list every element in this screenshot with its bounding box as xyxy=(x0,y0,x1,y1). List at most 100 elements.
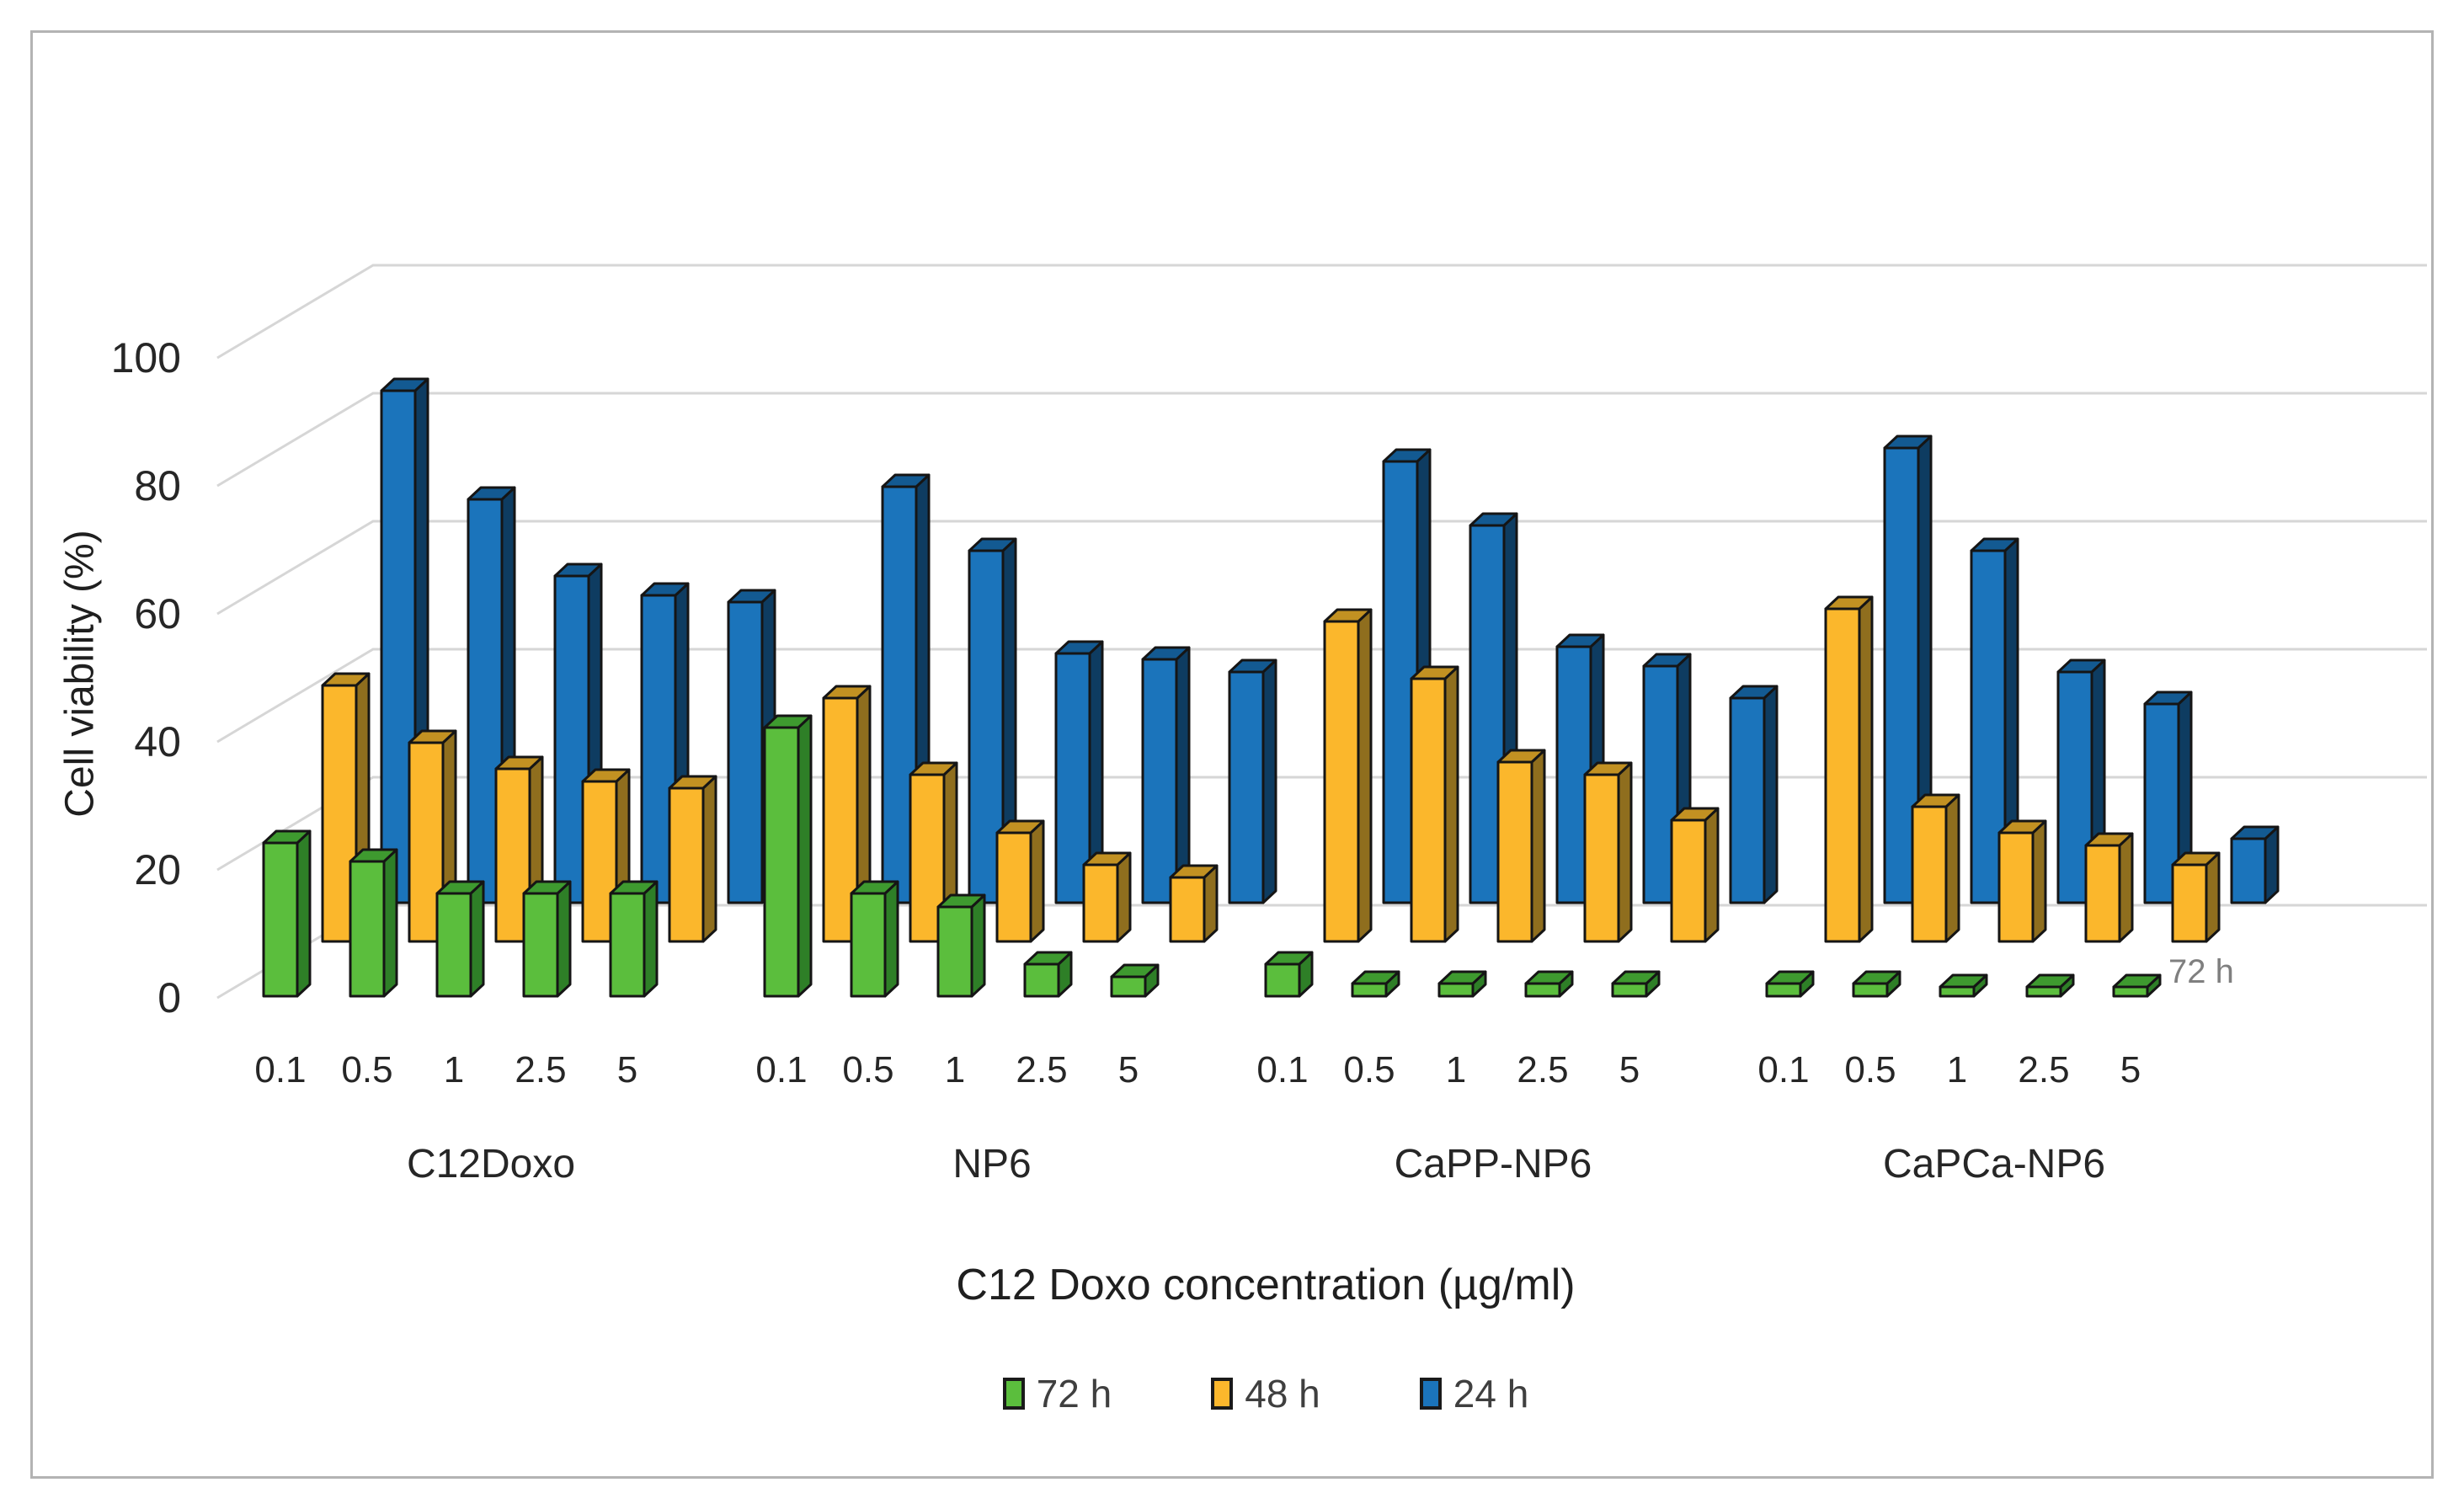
bar-24h xyxy=(1228,670,1265,904)
bar-72h xyxy=(1264,962,1301,998)
bar-48h-side xyxy=(1858,595,1874,943)
bar-48h xyxy=(1323,620,1360,943)
x-tick-label: 1 xyxy=(444,1049,464,1090)
bar-72h xyxy=(2112,985,2149,998)
y-tick-label: 60 xyxy=(134,590,181,637)
bar-48h xyxy=(1082,863,1119,943)
bar-72h xyxy=(1939,985,1976,998)
bar-72h xyxy=(850,892,887,998)
legend-swatch-72h-icon xyxy=(1002,1378,1025,1410)
bar-24h xyxy=(968,549,1005,904)
bar-48h xyxy=(1670,818,1707,943)
x-axis-title: C12 Doxo concentration (µg/ml) xyxy=(956,1261,1576,1309)
x-tick-label: 5 xyxy=(2120,1049,2141,1090)
legend-label-48h: 48 h xyxy=(1245,1372,1320,1416)
bar-72h xyxy=(522,892,559,998)
x-tick-label: 2.5 xyxy=(2018,1049,2069,1090)
bar-72h xyxy=(936,905,973,998)
bar-72h-side xyxy=(883,880,899,998)
bar-48h-side xyxy=(2031,819,2047,943)
bar-24h-side xyxy=(1763,685,1779,904)
bar-72h-side xyxy=(469,880,485,998)
bar-72h-side xyxy=(382,848,398,998)
bar-72h-side xyxy=(970,893,986,998)
x-tick-label: 0.5 xyxy=(1844,1049,1896,1090)
x-tick-label: 0.1 xyxy=(1256,1049,1308,1090)
bar-72h-side xyxy=(556,880,572,998)
group-label: CaPP-NP6 xyxy=(1395,1142,1592,1186)
group-label: CaPCa-NP6 xyxy=(1883,1142,2105,1186)
bar-72h xyxy=(262,841,299,998)
group-label: NP6 xyxy=(952,1142,1031,1186)
bar-72h xyxy=(1611,982,1648,998)
y-tick-label: 40 xyxy=(134,718,181,765)
bar-72h xyxy=(1765,982,1802,998)
bar-48h xyxy=(1583,773,1620,943)
bar-48h xyxy=(1496,760,1533,943)
bar-24h xyxy=(1054,652,1091,904)
bar-24h xyxy=(2230,837,2267,904)
legend-swatch-24h-icon xyxy=(1419,1378,1442,1410)
bar-48h xyxy=(1911,805,1948,943)
y-tick-label: 80 xyxy=(134,462,181,509)
bar-72h xyxy=(349,860,386,998)
x-tick-label: 1 xyxy=(1947,1049,1967,1090)
bar-72h xyxy=(1437,982,1475,998)
bar-48h xyxy=(995,831,1032,943)
bar-72h xyxy=(1524,982,1561,998)
bar-48h-side xyxy=(1116,851,1132,943)
legend-item-72h: 72 h xyxy=(1002,1371,1112,1416)
x-tick-label: 5 xyxy=(1619,1049,1640,1090)
x-tick-label: 0.1 xyxy=(755,1049,807,1090)
gridline xyxy=(216,520,2427,616)
bar-72h xyxy=(1351,982,1388,998)
legend-swatch-48h-icon xyxy=(1211,1378,1234,1410)
figure-frame xyxy=(30,30,2434,1479)
legend-item-24h: 24 h xyxy=(1419,1371,1529,1416)
x-tick-label: 1 xyxy=(1446,1049,1466,1090)
bar-72h xyxy=(1110,975,1147,998)
legend-label-72h: 72 h xyxy=(1036,1372,1112,1416)
gridline xyxy=(216,264,2427,360)
legend-label-24h: 24 h xyxy=(1453,1372,1529,1416)
bar-72h xyxy=(2025,985,2062,998)
x-tick-label: 0.1 xyxy=(254,1049,306,1090)
group-label: C12Doxo xyxy=(407,1142,575,1186)
bar-48h-side xyxy=(1443,665,1459,943)
x-tick-label: 0.5 xyxy=(341,1049,392,1090)
bar-48h-side xyxy=(1944,793,1960,943)
y-tick-label: 100 xyxy=(111,334,181,381)
bar-48h-side xyxy=(1617,761,1633,943)
bar-72h-side xyxy=(797,714,813,998)
x-tick-label: 1 xyxy=(945,1049,965,1090)
bar-24h xyxy=(1141,658,1178,904)
bar-48h xyxy=(1410,677,1447,943)
bar-48h xyxy=(2084,844,2121,943)
x-tick-label: 2.5 xyxy=(515,1049,566,1090)
bar-72h xyxy=(609,892,646,998)
bar-24h xyxy=(1729,696,1766,904)
y-tick-label: 20 xyxy=(134,846,181,893)
x-tick-label: 2.5 xyxy=(1517,1049,1568,1090)
bar-48h-side xyxy=(1704,807,1720,943)
x-tick-label: 5 xyxy=(1118,1049,1139,1090)
bar-24h-side xyxy=(1261,659,1277,904)
x-tick-label: 2.5 xyxy=(1016,1049,1067,1090)
legend: 72 h 48 h 24 h xyxy=(0,1371,2464,1416)
gridline xyxy=(216,648,2427,744)
bar-48h xyxy=(1997,831,2035,943)
y-tick-label: 0 xyxy=(157,974,181,1021)
x-tick-label: 0.5 xyxy=(842,1049,893,1090)
bar-24h xyxy=(727,600,764,904)
bar-48h xyxy=(1824,607,1861,943)
x-tick-label: 0.5 xyxy=(1343,1049,1395,1090)
bar-72h xyxy=(1023,962,1060,998)
bar-72h xyxy=(763,726,800,998)
x-tick-label: 0.1 xyxy=(1757,1049,1809,1090)
bar-72h xyxy=(1852,982,1889,998)
bar-72h-side xyxy=(643,880,659,998)
bar-48h xyxy=(2171,863,2208,943)
x-tick-label: 5 xyxy=(617,1049,637,1090)
